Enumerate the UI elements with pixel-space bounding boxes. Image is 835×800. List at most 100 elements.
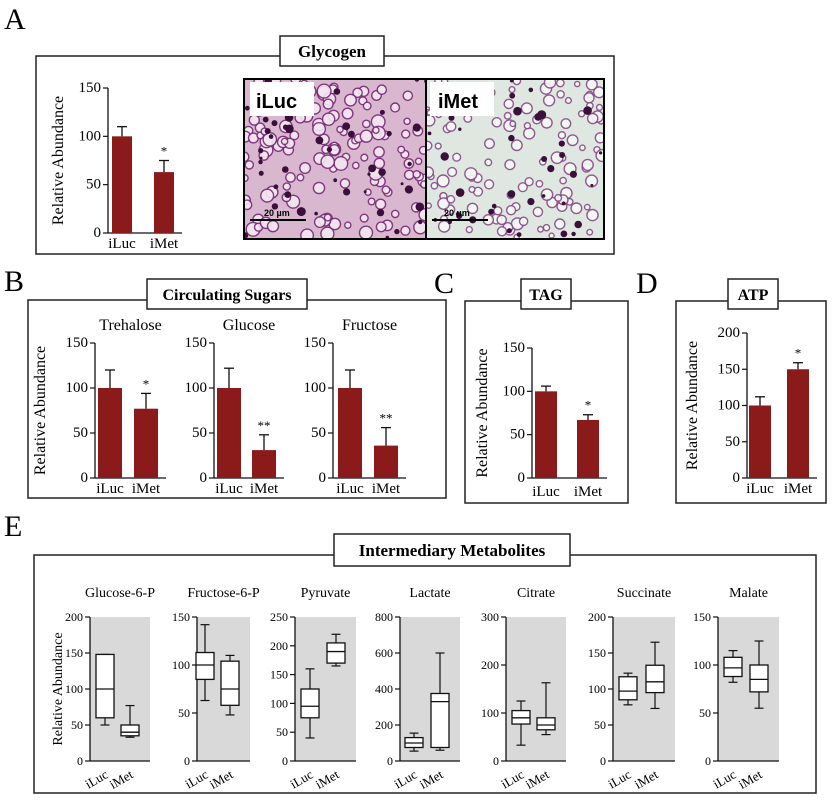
chart-title: Citrate bbox=[517, 586, 555, 601]
cell bbox=[446, 194, 456, 204]
cell bbox=[504, 159, 516, 171]
nucleus bbox=[296, 207, 306, 217]
cell bbox=[557, 130, 567, 140]
cell bbox=[555, 79, 565, 88]
cell bbox=[390, 209, 400, 219]
nucleus bbox=[333, 88, 341, 95]
box-imet bbox=[220, 660, 240, 706]
cell bbox=[322, 98, 334, 110]
chart-trehalose: 0 50 100 150 Trehalose Relative Abundance iLuc… bbox=[32, 317, 166, 497]
y-tick-label: 150 bbox=[172, 610, 190, 624]
title-box-circulating-sugars: Circulating Sugars bbox=[146, 278, 308, 310]
nucleus bbox=[427, 131, 432, 136]
panel-b-title: Circulating Sugars bbox=[162, 287, 291, 304]
cell bbox=[312, 121, 327, 136]
cell bbox=[376, 84, 388, 95]
box-iluc bbox=[723, 656, 743, 678]
cell bbox=[583, 203, 591, 211]
nucleus bbox=[506, 228, 512, 234]
cell bbox=[373, 157, 386, 170]
nucleus bbox=[561, 201, 566, 206]
panel-a-title: Glycogen bbox=[298, 42, 367, 61]
cell bbox=[359, 129, 373, 143]
nucleus bbox=[440, 152, 449, 161]
nucleus bbox=[285, 124, 294, 134]
micrograph-imet: iMet 20 µm bbox=[426, 79, 604, 239]
cell bbox=[280, 137, 289, 146]
panel-e-title: Intermediary Metabolites bbox=[359, 541, 546, 560]
significance-marker: ** bbox=[380, 411, 393, 426]
title-box-atp: ATP bbox=[727, 278, 779, 310]
cell bbox=[426, 114, 436, 127]
cell bbox=[333, 155, 349, 171]
cell bbox=[573, 80, 581, 88]
y-axis-label: Relative Abundance bbox=[32, 346, 49, 475]
box-iluc bbox=[300, 688, 320, 719]
chart-title: Glucose-6-P bbox=[85, 586, 155, 601]
box-imet bbox=[120, 724, 140, 737]
cell bbox=[343, 221, 352, 229]
y-tick-label: 150 bbox=[304, 335, 327, 351]
box-iluc bbox=[95, 653, 115, 719]
panel-letter-a: A bbox=[4, 3, 26, 36]
cell bbox=[434, 142, 442, 150]
x-tick-label: iLuc bbox=[336, 481, 364, 497]
y-tick-label: 600 bbox=[375, 646, 393, 660]
bar-imet bbox=[134, 408, 158, 478]
cell bbox=[381, 185, 391, 195]
y-axis-label: Relative Abundance bbox=[474, 348, 491, 477]
cell bbox=[505, 204, 517, 216]
chart-title: Fructose-6-P bbox=[187, 586, 260, 601]
nucleus bbox=[363, 190, 367, 194]
panel-letter-b: B bbox=[4, 265, 24, 298]
y-tick-label: 200 bbox=[588, 610, 606, 624]
nucleus bbox=[282, 166, 289, 173]
y-tick-label: 200 bbox=[481, 658, 499, 672]
cell bbox=[289, 130, 300, 141]
chart-glycogen: 0 50 100 150 Relative Abundance iLuc * iMet bbox=[50, 80, 182, 252]
nucleus bbox=[448, 114, 455, 121]
cell bbox=[523, 121, 532, 130]
cell bbox=[436, 174, 450, 188]
y-tick-label: 50 bbox=[71, 718, 83, 732]
nucleus bbox=[455, 188, 465, 197]
cell bbox=[564, 96, 573, 105]
cell bbox=[554, 218, 566, 230]
cell bbox=[508, 85, 516, 94]
significance-marker: * bbox=[161, 144, 168, 159]
nucleus bbox=[262, 116, 269, 123]
y-tick-label: 100 bbox=[718, 398, 741, 414]
cell bbox=[244, 160, 255, 170]
nucleus bbox=[418, 219, 423, 225]
y-tick-label: 200 bbox=[718, 325, 741, 341]
nucleus bbox=[314, 211, 318, 216]
panel-letter-e: E bbox=[4, 510, 22, 543]
nucleus bbox=[491, 203, 497, 209]
nucleus bbox=[258, 170, 264, 176]
cell bbox=[585, 79, 598, 91]
y-tick-label: 100 bbox=[588, 682, 606, 696]
bar-imet bbox=[787, 369, 809, 478]
micrograph-iluc: iLuc 20 µm bbox=[244, 79, 426, 239]
y-tick-label: 0 bbox=[200, 470, 208, 486]
cell bbox=[402, 90, 414, 102]
y-tick-label: 200 bbox=[65, 610, 83, 624]
cell bbox=[339, 178, 351, 189]
y-tick-label: 0 bbox=[184, 754, 190, 768]
bar-imet bbox=[577, 419, 599, 478]
y-tick-label: 150 bbox=[270, 668, 288, 682]
y-tick-label: 0 bbox=[518, 470, 526, 486]
y-tick-label: 150 bbox=[79, 80, 102, 96]
y-tick-label: 400 bbox=[375, 682, 393, 696]
y-tick-label: 100 bbox=[185, 380, 208, 396]
nucleus bbox=[516, 232, 522, 238]
cell bbox=[503, 98, 515, 110]
cell bbox=[367, 197, 376, 206]
cell bbox=[466, 202, 479, 215]
significance-marker: * bbox=[795, 346, 802, 361]
bar-iluc bbox=[112, 136, 132, 233]
cell bbox=[570, 202, 583, 215]
nucleus bbox=[541, 156, 548, 162]
